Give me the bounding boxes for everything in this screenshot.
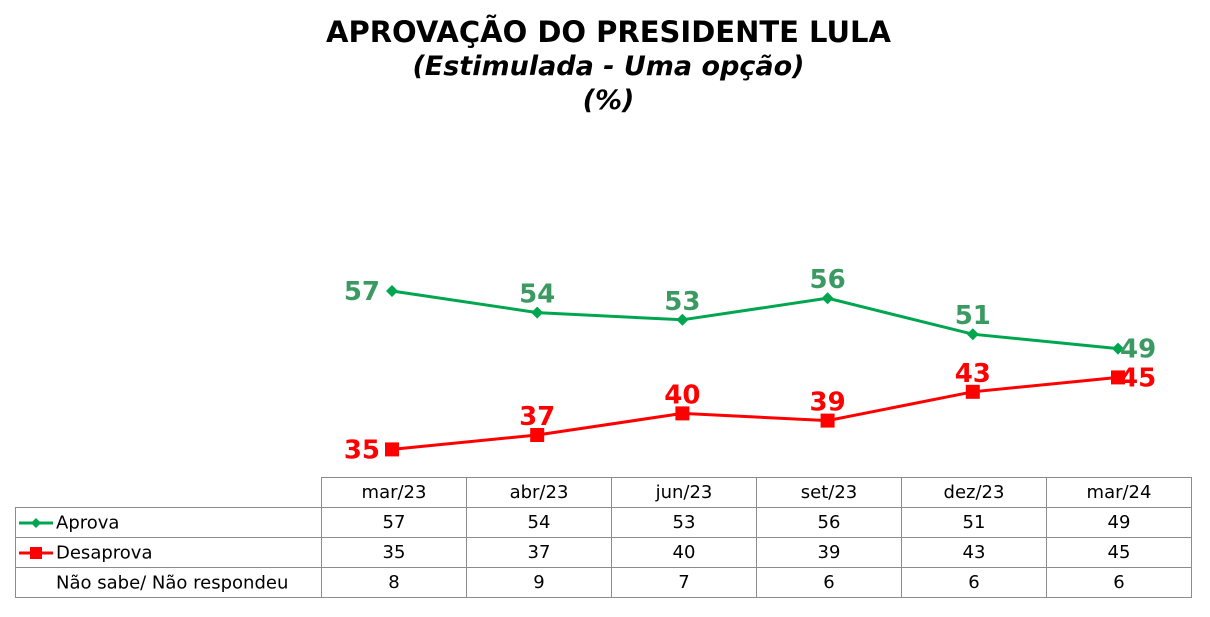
data-label-desaprova: 45: [1120, 363, 1156, 393]
aprova-legend-key-icon: [19, 516, 53, 530]
data-label-desaprova: 40: [664, 380, 700, 410]
table-cell: 57: [321, 507, 467, 538]
table-cell: 39: [756, 537, 902, 568]
data-point-desaprova: [530, 428, 545, 442]
table-corner: [15, 477, 322, 508]
data-label-aprova: 57: [344, 277, 380, 307]
table-cell: 51: [901, 507, 1047, 538]
data-label-aprova: 53: [664, 287, 700, 317]
table-cell: 56: [756, 507, 902, 538]
table-header-cell: set/23: [756, 477, 902, 508]
data-point-aprova: [1112, 342, 1124, 355]
table-header-row: mar/23 abr/23 jun/23 set/23 dez/23 mar/2…: [15, 477, 1192, 508]
table-cell: 8: [321, 567, 467, 598]
row-label-cell: Não sabe/ Não respondeu: [15, 567, 322, 598]
table-row-aprova: Aprova 57 54 53 56 51 49: [15, 507, 1192, 538]
table-header-cell: mar/24: [1046, 477, 1192, 508]
table-cell: 35: [321, 537, 467, 568]
data-table: mar/23 abr/23 jun/23 set/23 dez/23 mar/2…: [15, 477, 1192, 598]
table-cell: 49: [1046, 507, 1192, 538]
table-cell: 9: [466, 567, 612, 598]
row-label-cell: Aprova: [15, 507, 322, 538]
data-label-desaprova: 37: [519, 402, 555, 432]
table-cell: 40: [611, 537, 757, 568]
row-label: Aprova: [56, 512, 120, 534]
table-cell: 6: [756, 567, 902, 598]
table-cell: 53: [611, 507, 757, 538]
table-cell: 54: [466, 507, 612, 538]
data-point-desaprova: [965, 384, 980, 399]
row-label: Não sabe/ Não respondeu: [56, 572, 289, 594]
table-header-cell: abr/23: [466, 477, 612, 508]
table-cell: 43: [901, 537, 1047, 568]
data-point-desaprova: [385, 442, 399, 457]
row-label: Desaprova: [56, 542, 153, 564]
data-label-desaprova: 43: [955, 359, 991, 389]
data-point-aprova: [821, 292, 834, 305]
data-point-desaprova: [820, 413, 835, 428]
table-row-desaprova: Desaprova 35 37 40 39 43 45: [15, 537, 1192, 568]
data-label-aprova: 51: [955, 301, 991, 331]
table-cell: 6: [1046, 567, 1192, 598]
table-row-nao-sabe: Não sabe/ Não respondeu 8 9 7 6 6 6: [15, 567, 1192, 598]
chart-subtitle: (Estimulada - Uma opção): [412, 51, 805, 82]
data-point-aprova: [676, 313, 689, 326]
data-point-aprova: [386, 285, 398, 297]
data-point-desaprova: [675, 406, 690, 421]
chart-unit: (%): [582, 85, 635, 116]
table-cell: 45: [1046, 537, 1192, 568]
table-header-cell: dez/23: [901, 477, 1047, 508]
data-point-desaprova: [1111, 370, 1125, 385]
desaprova-legend-key-icon: [19, 546, 53, 560]
table-cell: 6: [901, 567, 1047, 598]
line-chart: 57 54 53 56 51 49 35 37 40 39 43 45: [344, 265, 1156, 465]
chart-title: APROVAÇÃO DO PRESIDENTE LULA: [326, 15, 891, 49]
data-label-desaprova: 39: [810, 388, 846, 418]
series-line-desaprova: [391, 375, 1119, 451]
data-point-aprova: [966, 328, 979, 341]
data-label-aprova: 54: [519, 280, 555, 310]
row-label-cell: Desaprova: [15, 537, 322, 568]
data-label-aprova: 56: [810, 265, 846, 295]
data-point-aprova: [531, 306, 544, 319]
table-header-cell: jun/23: [611, 477, 757, 508]
chart-title-block: APROVAÇÃO DO PRESIDENTE LULA (Estimulada…: [0, 14, 1210, 118]
series-line-aprova: [391, 289, 1119, 351]
data-label-desaprova: 35: [344, 435, 380, 465]
table-header-cell: mar/23: [321, 477, 467, 508]
data-label-aprova: 49: [1120, 335, 1156, 365]
table-cell: 7: [611, 567, 757, 598]
table-cell: 37: [466, 537, 612, 568]
